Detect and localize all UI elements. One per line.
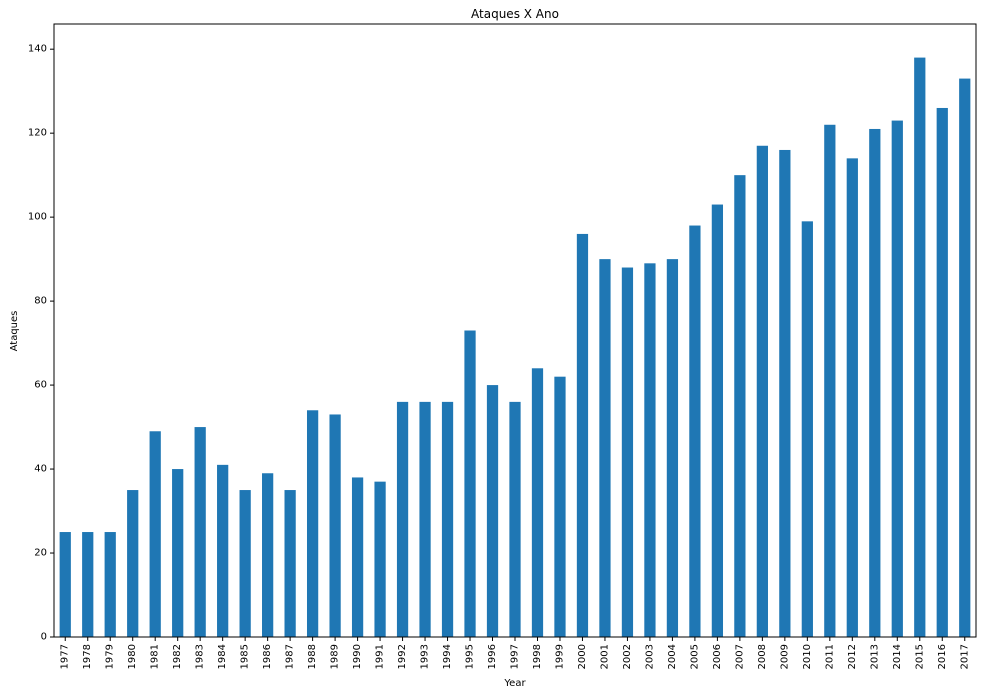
bar-2011 [824,124,836,638]
bar-2015 [914,57,926,637]
bar-1994 [441,401,454,637]
x-tick-label: 1991 [375,644,386,669]
bar-1983 [194,427,206,637]
bar-1990 [351,477,364,637]
bar-2003 [644,263,656,637]
y-axis-label: Ataques [9,311,20,352]
x-tick-label: 1997 [510,644,521,669]
x-tick-label: 2007 [734,644,745,669]
y-tick-label: 60 [34,380,47,391]
bar-1977 [59,532,71,637]
bar-1998 [531,368,544,637]
x-tick-label: 2008 [757,644,768,669]
x-tick-label: 2001 [599,644,610,669]
bar-1996 [486,385,499,637]
bar-2002 [621,267,634,637]
bar-2007 [734,175,746,637]
x-tick-label: 1977 [60,644,71,669]
bar-2013 [869,128,881,637]
bar-1993 [419,401,431,637]
bar-1992 [396,401,409,637]
x-tick-label: 1989 [330,644,341,669]
bar-2000 [576,233,589,637]
bar-1989 [329,414,341,637]
x-tick-label: 1980 [127,644,138,669]
y-tick-label: 80 [34,296,47,307]
bar-2012 [846,158,858,637]
bar-2017 [959,78,971,637]
bar-2006 [711,204,724,638]
y-tick-label: 140 [28,44,47,55]
bar-1979 [104,532,116,637]
x-axis: 1977 1978 1979 1980 1981 1982 1983 1984 1985 1986… [60,637,970,669]
x-tick-label: 2013 [869,644,880,669]
bar-1985 [239,490,251,637]
bar-1981 [149,431,161,637]
x-tick-label: 1979 [105,644,116,669]
x-tick-label: 2011 [824,644,835,669]
bar-2008 [756,145,768,638]
x-tick-label: 2010 [802,644,813,669]
y-tick-label: 120 [28,128,47,139]
bar-2010 [801,221,813,637]
x-tick-label: 2003 [644,644,655,669]
y-tick-label: 20 [34,548,47,559]
x-tick-label: 1999 [554,644,565,669]
x-tick-label: 1981 [150,644,161,669]
bar-1986 [262,473,274,637]
y-tick-label: 0 [41,632,47,643]
x-tick-label: 1982 [172,644,183,669]
x-tick-label: 1988 [307,644,318,669]
bar-1978 [82,532,94,637]
x-tick-label: 2009 [779,644,790,669]
x-tick-label: 1993 [420,644,431,669]
bars-group [59,57,971,638]
x-tick-label: 1990 [352,644,363,669]
x-tick-label: 1978 [82,644,93,669]
x-tick-label: 1986 [262,644,273,669]
bar-2016 [936,107,948,638]
x-tick-label: 1994 [442,644,453,669]
x-tick-label: 2012 [847,644,858,669]
bar-2004 [666,259,679,637]
x-tick-label: 2016 [937,644,948,669]
bar-1995 [464,330,476,637]
x-tick-label: 1984 [217,644,228,669]
x-tick-label: 1992 [397,644,408,669]
bar-1988 [306,410,319,637]
x-tick-label: 1983 [195,644,206,669]
x-tick-label: 2015 [914,644,925,669]
bar-2014 [891,120,903,638]
x-tick-label: 1996 [487,644,498,669]
bar-1982 [172,469,184,637]
x-tick-label: 1995 [465,644,476,669]
x-tick-label: 2005 [689,644,700,669]
x-tick-label: 2000 [577,644,588,669]
bar-1987 [284,490,296,637]
x-tick-label: 2014 [892,644,903,669]
chart-title: Ataques X Ano [471,7,559,21]
bar-2005 [689,225,701,637]
x-tick-label: 1987 [285,644,296,669]
x-tick-label: 1985 [240,644,251,669]
x-tick-label: 1998 [532,644,543,669]
x-tick-label: 2006 [712,644,723,669]
bar-1999 [554,376,566,637]
bar-1980 [127,490,139,637]
y-axis: 0 20 40 60 80 100 120 140 [28,44,54,643]
y-tick-label: 100 [28,212,47,223]
bar-1991 [374,481,386,637]
x-tick-label: 2017 [959,644,970,669]
bar-2001 [599,259,611,637]
bar-1997 [509,401,521,637]
bar-1984 [217,464,229,637]
bar-2009 [779,149,791,637]
y-tick-label: 40 [34,464,47,475]
x-tick-label: 2004 [667,644,678,669]
x-axis-label: Year [503,678,526,689]
x-tick-label: 2002 [622,644,633,669]
